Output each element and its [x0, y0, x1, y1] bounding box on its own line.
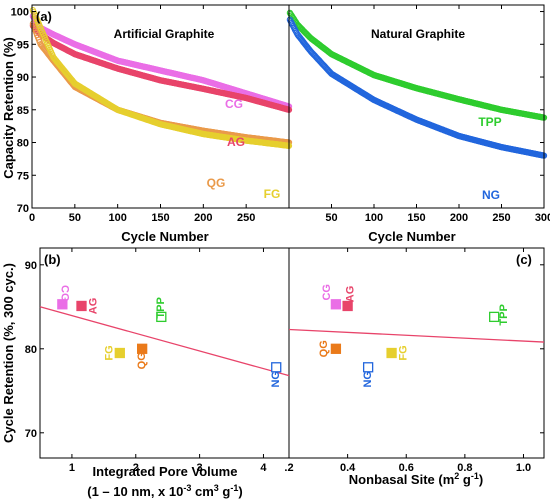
x-tick-label: 200 — [450, 212, 468, 224]
data-point-ng — [362, 362, 374, 373]
data-point-fg — [386, 347, 397, 359]
x-tick-label: 100 — [108, 212, 126, 224]
point-label: QG — [136, 352, 148, 369]
y-tick-label: 80 — [25, 344, 37, 356]
plot-frame-3 — [39, 247, 290, 459]
data-point-fg — [114, 347, 125, 359]
series-label: QG — [207, 176, 226, 190]
point-label: TPP — [498, 304, 510, 325]
data-point-ng — [271, 362, 282, 373]
y-tick-label: 95 — [17, 39, 29, 51]
point-label: CG — [321, 284, 333, 301]
x-tick-label: 0.6 — [399, 462, 414, 474]
x-tick-label: 200 — [194, 212, 212, 224]
series-label: FG — [264, 187, 281, 201]
x-axis-title: Cycle Number — [121, 229, 208, 244]
series-fg-markers — [29, 7, 293, 149]
data-point-qg — [330, 343, 342, 354]
data-point-qg — [137, 343, 148, 354]
series-ng-markers — [286, 16, 548, 159]
point-label: FG — [397, 345, 409, 360]
panel-label: (a) — [36, 9, 52, 24]
y-tick-label: 90 — [17, 72, 29, 84]
y-tick-label: 70 — [17, 203, 29, 215]
y-tick-label: 90 — [25, 260, 37, 272]
data-point-cg — [330, 299, 342, 310]
panel-title: Artificial Graphite — [114, 27, 215, 41]
panel-title: Natural Graphite — [371, 27, 465, 41]
x-tick-label: 50 — [69, 212, 81, 224]
series-label: TPP — [478, 115, 501, 129]
x-tick-label: 300 — [535, 212, 550, 224]
x-axis-title: Nonbasal Site (m2 g-1) — [349, 471, 483, 487]
y-tick-label: 75 — [17, 170, 29, 182]
fit-line — [39, 306, 290, 377]
x-tick-label: 4 — [260, 462, 267, 474]
point-label: AG — [87, 298, 99, 315]
fit-line — [288, 328, 545, 343]
x-tick-label: 0 — [29, 212, 35, 224]
x-tick-label: 250 — [492, 212, 510, 224]
plots-layer — [29, 4, 548, 459]
x-tick-label: 0.8 — [457, 462, 472, 474]
panel-label: (c) — [516, 252, 532, 267]
series-tpp-markers — [286, 9, 548, 121]
y-tick-label: 100 — [11, 7, 29, 19]
x-tick-label: 250 — [237, 212, 255, 224]
point-label: AG — [345, 286, 357, 303]
series-label: NG — [482, 188, 500, 202]
x-axis-title: Cycle Number — [368, 229, 455, 244]
plot-frame-4 — [288, 247, 545, 459]
panel-label: (b) — [44, 252, 61, 267]
x-tick-label: 100 — [365, 212, 383, 224]
data-point-ag — [342, 300, 353, 312]
y-axis-title: Cycle Retention (%, 300 cyc.) — [1, 263, 16, 443]
data-point-cg — [57, 299, 68, 310]
x-axis-title: Integrated Pore Volume — [93, 464, 238, 479]
x-tick-label: 3 — [197, 462, 203, 474]
x-tick-label: 0.4 — [340, 462, 356, 474]
y-tick-label: 80 — [17, 138, 29, 150]
x-axis-title-units: (1 – 10 nm, x 10-3 cm3 g-1) — [87, 483, 242, 499]
y-axis-title: Capacity Retention (%) — [1, 37, 16, 179]
x-tick-label: 1.0 — [516, 462, 531, 474]
point-label: QG — [318, 340, 330, 357]
x-tick-label: 150 — [407, 212, 425, 224]
x-tick-label: 50 — [325, 212, 337, 224]
data-point-tpp — [156, 311, 167, 323]
x-tick-label: .2 — [284, 462, 293, 474]
series-label: CG — [225, 97, 243, 111]
x-tick-label: 150 — [151, 212, 169, 224]
data-point-ag — [76, 300, 87, 312]
series-label: AG — [227, 135, 245, 149]
x-tick-label: 1 — [69, 462, 75, 474]
point-label: FG — [104, 345, 116, 360]
y-tick-label: 70 — [25, 428, 37, 440]
y-tick-label: 85 — [17, 105, 29, 117]
data-point-tpp — [489, 311, 500, 323]
point-label: NG — [362, 371, 374, 388]
point-label: CG — [58, 285, 70, 302]
point-label: NG — [270, 371, 282, 388]
point-label: TPP — [155, 297, 167, 318]
x-tick-label: 2 — [133, 462, 139, 474]
